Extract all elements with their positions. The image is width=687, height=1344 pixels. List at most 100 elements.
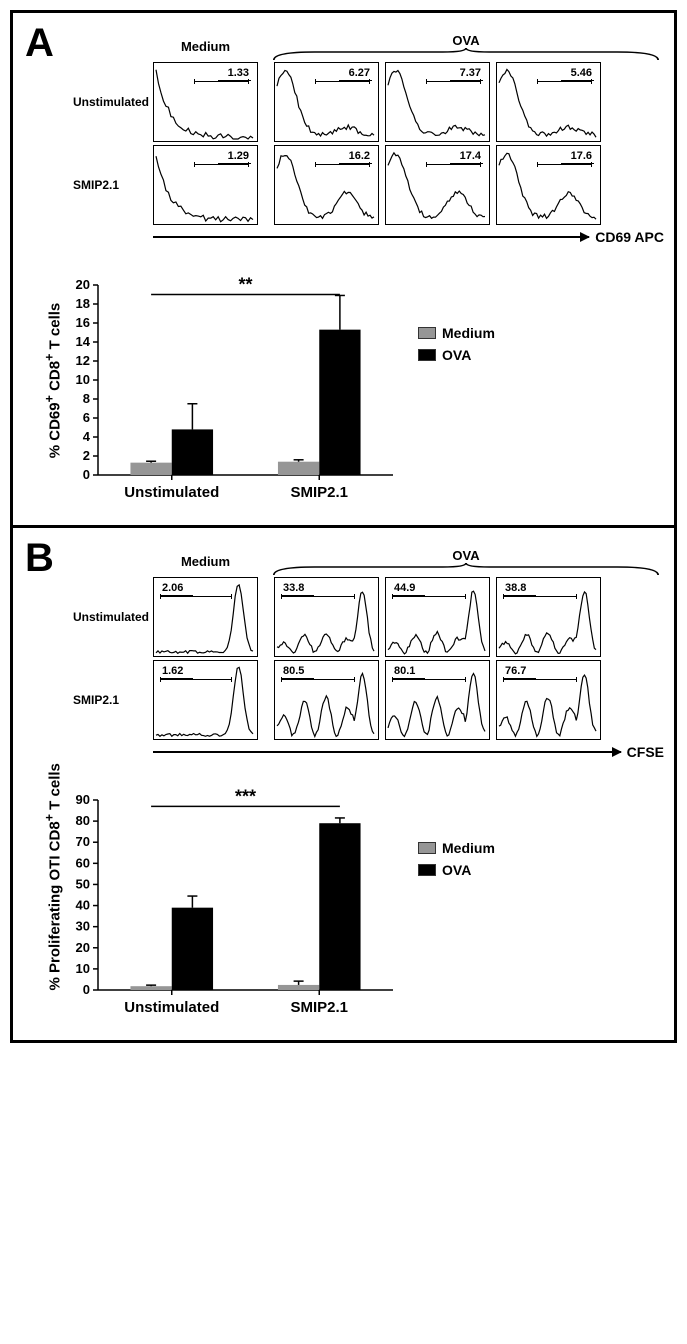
hist-gate-value: 1.33: [218, 67, 251, 81]
y-tick-label: 8: [83, 391, 90, 406]
y-tick-label: 40: [76, 898, 90, 913]
y-tick-label: 80: [76, 813, 90, 828]
barchart-a: 02468101214161820UnstimulatedSMIP2.1**% …: [43, 265, 403, 505]
significance-label: **: [238, 275, 252, 295]
y-tick-label: 70: [76, 834, 90, 849]
panel-a: A Medium OVA Unstimulated 1.33 6.27 7.37 5.4…: [10, 10, 677, 528]
hist-gate-value: 1.62: [160, 665, 193, 679]
x-axis-label-b: CFSE: [627, 744, 664, 760]
hist-gate-bar: [392, 679, 466, 680]
histogram-cell: 80.5: [274, 660, 379, 740]
x-category-label: Unstimulated: [124, 484, 219, 501]
arrow-line-icon: [153, 751, 621, 753]
y-tick-label: 30: [76, 919, 90, 934]
y-tick-label: 60: [76, 855, 90, 870]
hist-gate-bar: [503, 679, 577, 680]
col-label-medium: Medium: [153, 39, 258, 54]
x-axis-label-a: CD69 APC: [595, 229, 664, 245]
y-axis-label: % CD69+ CD8+ T cells: [43, 286, 64, 476]
y-tick-label: 4: [83, 429, 91, 444]
legend-a: Medium OVA: [418, 325, 495, 505]
histograms-a: Medium OVA Unstimulated1.336.277.375.46S…: [73, 33, 664, 245]
hist-gate-bar: [392, 596, 466, 597]
legend-item: Medium: [418, 325, 495, 341]
x-category-label: SMIP2.1: [290, 999, 348, 1016]
y-tick-label: 2: [83, 448, 90, 463]
hist-gate-value: 1.29: [218, 150, 251, 164]
y-tick-label: 10: [76, 372, 90, 387]
hist-gate-bar: [537, 164, 592, 165]
y-tick-label: 18: [76, 296, 90, 311]
legend-swatch: [418, 842, 436, 854]
histogram-cell: 5.46: [496, 62, 601, 142]
y-tick-label: 12: [76, 353, 90, 368]
bar: [172, 429, 213, 475]
y-tick-label: 14: [76, 334, 91, 349]
hist-header-a: Medium OVA: [73, 33, 664, 60]
histogram-cell: 38.8: [496, 577, 601, 657]
bar: [319, 823, 360, 990]
histogram-cell: 2.06: [153, 577, 258, 657]
hist-gate-value: 7.37: [450, 67, 483, 81]
hist-row-label: Unstimulated: [73, 610, 153, 624]
brace-icon: [268, 563, 664, 575]
hist-gate-bar: [194, 81, 249, 82]
y-tick-label: 90: [76, 792, 90, 807]
hist-row-label: SMIP2.1: [73, 178, 153, 192]
significance-label: ***: [235, 786, 256, 806]
histogram-cell: 17.4: [385, 145, 490, 225]
y-tick-label: 20: [76, 940, 90, 955]
histogram-cell: 1.62: [153, 660, 258, 740]
col-label-ova-b: OVA: [268, 548, 664, 563]
hist-gate-value: 17.4: [450, 150, 483, 164]
hist-gate-bar: [503, 596, 577, 597]
legend-item: OVA: [418, 862, 495, 878]
legend-swatch: [418, 864, 436, 876]
hist-gate-value: 33.8: [281, 582, 314, 596]
legend-label: Medium: [442, 325, 495, 341]
y-tick-label: 6: [83, 410, 90, 425]
hist-row: SMIP2.1 1.62 80.5 80.1 76.7: [73, 660, 664, 740]
bar: [130, 463, 171, 475]
hist-row: SMIP2.11.2916.217.417.6: [73, 145, 664, 225]
legend-item: Medium: [418, 840, 495, 856]
y-axis-label: % Proliferating OTI CD8+ T cells: [43, 801, 64, 991]
hist-row: Unstimulated2.06 33.8 44.9 38.8: [73, 577, 664, 657]
barchart-wrap-a: 02468101214161820UnstimulatedSMIP2.1**% …: [23, 265, 664, 505]
y-tick-label: 50: [76, 876, 90, 891]
histogram-cell: 16.2: [274, 145, 379, 225]
bar: [278, 985, 319, 990]
hist-gate-bar: [426, 81, 481, 82]
hist-gate-value: 44.9: [392, 582, 425, 596]
bar: [319, 330, 360, 475]
bar: [130, 986, 171, 990]
panel-label-a: A: [25, 21, 54, 66]
col-label-medium-b: Medium: [153, 554, 258, 569]
panel-label-b: B: [25, 536, 54, 581]
legend-item: OVA: [418, 347, 495, 363]
y-tick-label: 16: [76, 315, 90, 330]
bar: [278, 462, 319, 475]
hist-gate-bar: [160, 679, 232, 680]
y-tick-label: 0: [83, 467, 90, 482]
histogram-cell: 6.27: [274, 62, 379, 142]
histogram-cell: 7.37: [385, 62, 490, 142]
hist-row-label: SMIP2.1: [73, 693, 153, 707]
histogram-cell: 80.1: [385, 660, 490, 740]
hist-gate-value: 80.1: [392, 665, 425, 679]
hist-gate-value: 80.5: [281, 665, 314, 679]
hist-gate-bar: [281, 596, 355, 597]
histogram-cell: 1.29: [153, 145, 258, 225]
histogram-cell: 44.9: [385, 577, 490, 657]
panel-b: B Medium OVA Unstimulated2.06 33.8 44.9 38.…: [10, 528, 677, 1043]
col-label-ova-wrap: OVA: [268, 33, 664, 60]
x-axis-arrow-a: CD69 APC: [153, 229, 664, 245]
hist-gate-bar: [194, 164, 249, 165]
hist-header-b: Medium OVA: [73, 548, 664, 575]
y-tick-label: 0: [83, 982, 90, 997]
bar: [172, 908, 213, 990]
hist-gate-value: 76.7: [503, 665, 536, 679]
hist-gate-value: 5.46: [561, 67, 594, 81]
y-tick-label: 20: [76, 277, 90, 292]
histogram-cell: 33.8: [274, 577, 379, 657]
